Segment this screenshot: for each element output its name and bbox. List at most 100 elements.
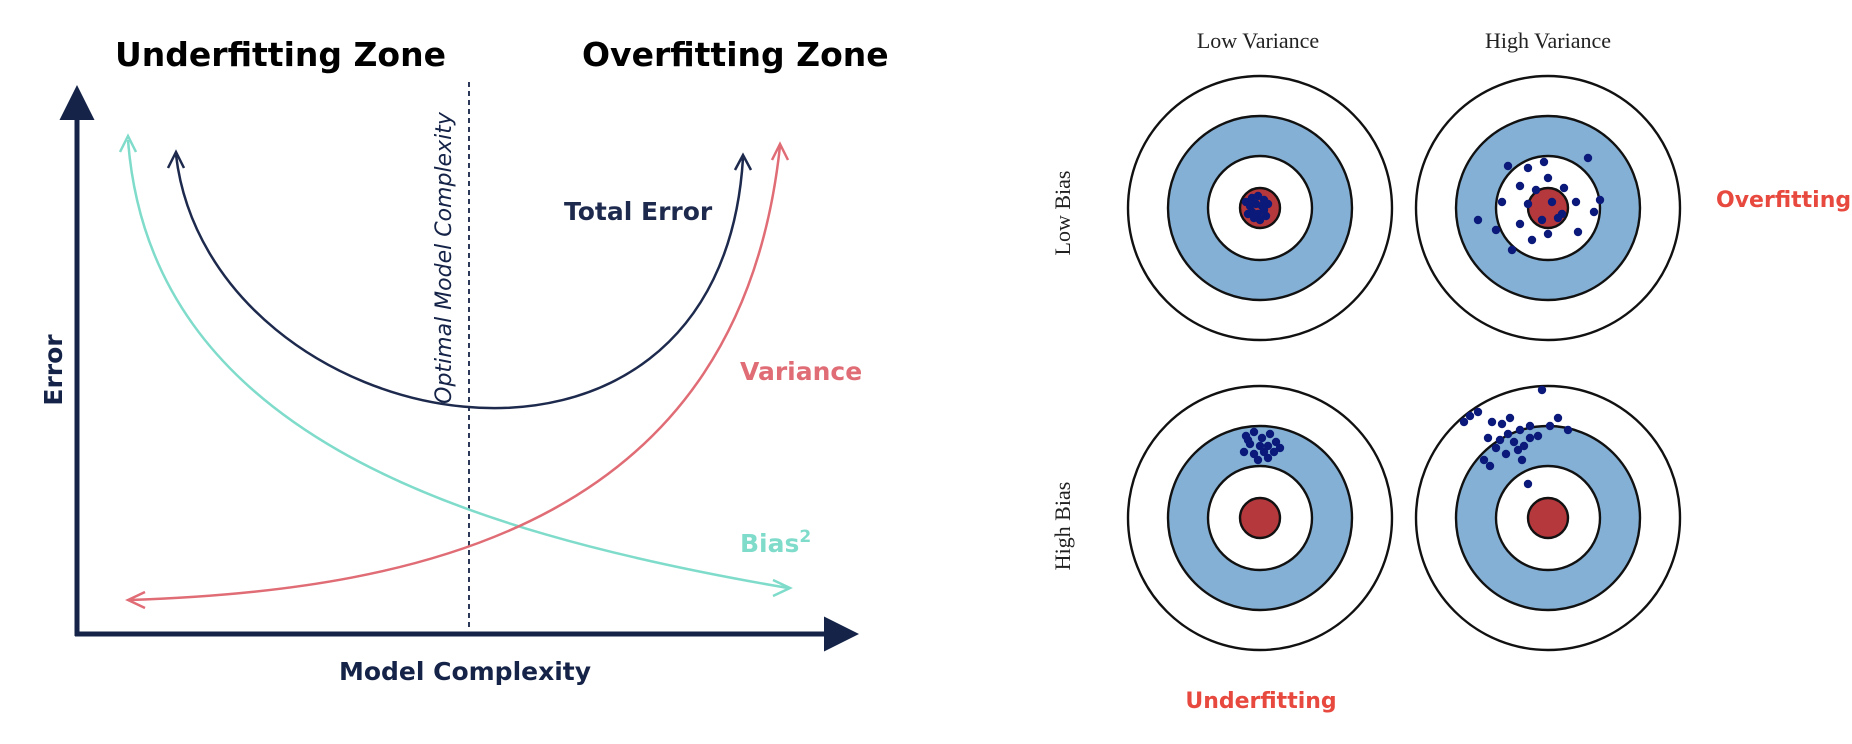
shot-dot — [1595, 195, 1605, 205]
target-low-bias-low-variance — [1126, 74, 1394, 342]
shot-dot — [1533, 431, 1543, 441]
shot-dot — [1547, 197, 1557, 207]
variance-label: Variance — [740, 357, 862, 386]
shot-dot — [1589, 207, 1599, 217]
shot-dot — [1525, 421, 1535, 431]
shot-dot — [1263, 199, 1273, 209]
shot-dot — [1261, 211, 1271, 221]
bullseye — [1526, 186, 1570, 230]
shot-dot — [1523, 199, 1533, 209]
shot-dot — [1249, 427, 1259, 437]
target-low-bias-high-variance — [1414, 74, 1682, 342]
shot-dot — [1275, 443, 1285, 453]
shot-dot — [1539, 157, 1549, 167]
shot-dot — [1505, 413, 1515, 423]
shot-dot — [1557, 209, 1567, 219]
col-label-high-variance: High Variance — [1485, 28, 1611, 53]
shot-dot — [1515, 181, 1525, 191]
optimal-complexity-label: Optimal Model Complexity — [432, 111, 457, 404]
underfitting-zone-title: Underfitting Zone — [115, 35, 446, 74]
shot-dot — [1583, 153, 1593, 163]
shot-dot — [1473, 215, 1483, 225]
shot-dot — [1527, 235, 1537, 245]
y-axis-label: Error — [39, 334, 68, 406]
row-label-low-bias: Low Bias — [1050, 171, 1075, 256]
shot-dot — [1501, 449, 1511, 459]
shot-dot — [1525, 433, 1535, 443]
shot-dot — [1523, 479, 1533, 489]
shot-dot — [1263, 441, 1273, 451]
target-high-bias-low-variance — [1126, 384, 1394, 652]
shot-dot — [1271, 437, 1281, 447]
shot-dot — [1487, 417, 1497, 427]
shot-dot — [1553, 413, 1563, 423]
shot-dot — [1523, 163, 1533, 173]
shot-dot — [1485, 461, 1495, 471]
total-error-curve — [174, 154, 745, 410]
shot-dot — [1491, 225, 1501, 235]
shot-dot — [1543, 229, 1553, 239]
shot-dot — [1459, 417, 1469, 427]
shot-dot — [1519, 441, 1529, 451]
col-label-low-variance: Low Variance — [1197, 28, 1319, 53]
shot-dot — [1259, 447, 1269, 457]
row-label-high-bias: High Bias — [1050, 482, 1075, 571]
shot-dot — [1563, 425, 1573, 435]
shot-dot — [1241, 197, 1251, 207]
shot-dot — [1253, 191, 1263, 201]
shot-dot — [1239, 447, 1249, 457]
shot-dot — [1531, 185, 1541, 195]
shot-dot — [1479, 455, 1489, 465]
shot-dot — [1465, 411, 1475, 421]
shot-dot — [1497, 419, 1507, 429]
shot-dot — [1503, 161, 1513, 171]
shot-dot — [1483, 433, 1493, 443]
dartboard-diagram: Low Variance High Variance Low Bias High… — [1050, 28, 1851, 714]
x-axis-label: Model Complexity — [339, 657, 591, 686]
shot-dot — [1543, 173, 1553, 183]
variance-arrowhead-up — [770, 141, 790, 161]
shot-dot — [1537, 215, 1547, 225]
shot-dot — [1243, 209, 1253, 219]
shot-dot — [1545, 421, 1555, 431]
shot-dot — [1263, 453, 1273, 463]
shot-dot — [1497, 197, 1507, 207]
shot-dot — [1507, 245, 1517, 255]
shot-dot — [1257, 433, 1267, 443]
shot-dot — [1249, 449, 1259, 459]
shot-dot — [1515, 425, 1525, 435]
shot-dot — [1243, 435, 1253, 445]
shot-dot — [1513, 445, 1523, 455]
tradeoff-diagram: Underfitting Zone Overfitting Zone Error… — [39, 35, 889, 686]
overfitting-label: Overfitting — [1716, 188, 1851, 213]
variance-curve — [129, 145, 782, 602]
shot-dot — [1515, 219, 1525, 229]
bias-curve — [126, 139, 789, 590]
shot-dot — [1517, 455, 1527, 465]
bullseye — [1526, 496, 1570, 540]
bullseye — [1238, 496, 1282, 540]
shot-dot — [1255, 441, 1265, 451]
shot-dot — [1537, 385, 1547, 395]
shot-dot — [1255, 215, 1265, 225]
shot-dot — [1491, 443, 1501, 453]
shot-dot — [1473, 407, 1483, 417]
shot-dot — [1495, 435, 1505, 445]
shot-dot — [1559, 183, 1569, 193]
shot-dot — [1503, 429, 1513, 439]
shot-dot — [1269, 447, 1279, 457]
bias-arrowhead-right — [772, 578, 793, 598]
bias-label: Bias2 — [740, 527, 811, 558]
total-error-label: Total Error — [564, 197, 713, 226]
total-error-arrowhead-right — [733, 152, 753, 171]
overfitting-zone-title: Overfitting Zone — [582, 35, 889, 74]
total-error-arrowhead-left — [166, 149, 186, 169]
underfitting-label: Underfitting — [1185, 689, 1336, 714]
variance-arrowhead-left — [125, 590, 146, 610]
bias-arrowhead-up — [118, 133, 138, 153]
shot-dot — [1253, 455, 1263, 465]
shot-dot — [1573, 227, 1583, 237]
shot-dot — [1265, 429, 1275, 439]
target-high-bias-high-variance — [1414, 384, 1682, 652]
